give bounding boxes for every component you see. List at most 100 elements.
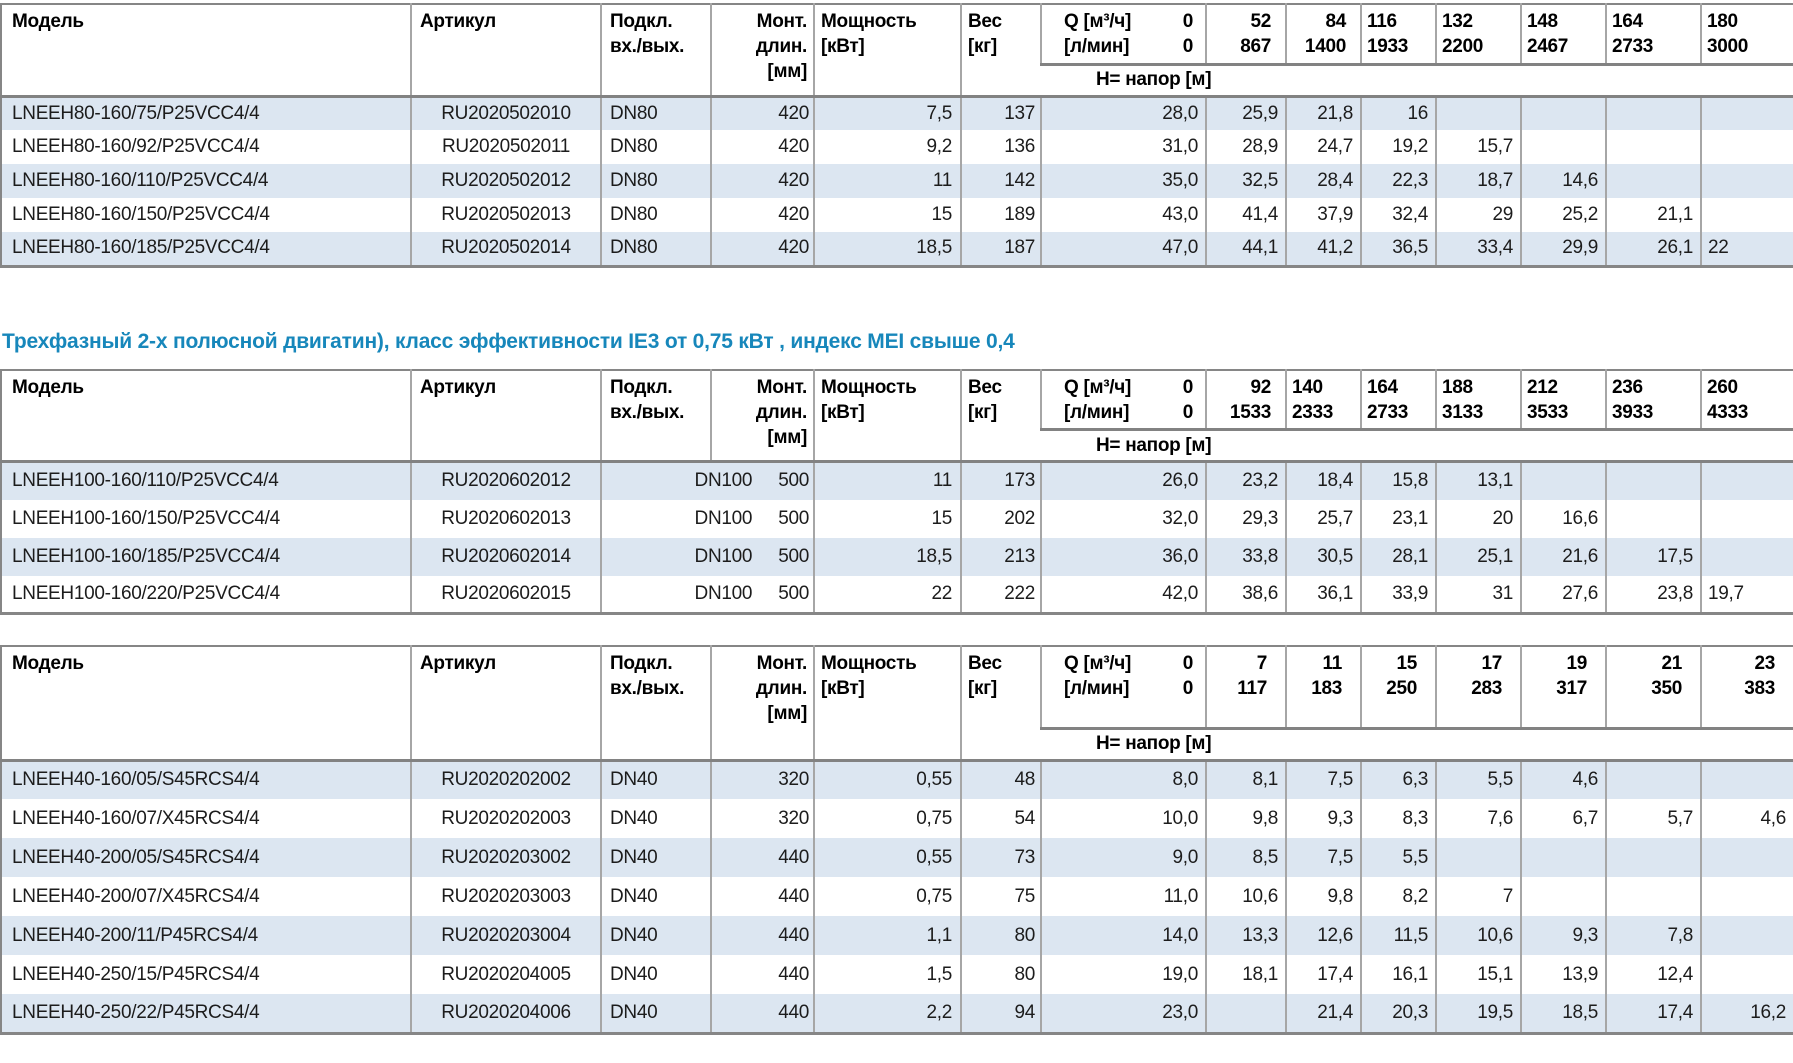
head-value-cell bbox=[1435, 838, 1521, 877]
head-value-cell: 16,6 bbox=[1520, 499, 1606, 538]
col-header-q-value: 188 3133 bbox=[1435, 369, 1521, 431]
podkl-cell: DN80 bbox=[600, 164, 711, 198]
head-value-cell bbox=[1605, 838, 1701, 877]
table-row: LNEEH40-250/22/P45RCS4/4 RU2020204006 DN40… bbox=[1, 994, 1793, 1033]
head-value-cell: 18,4 bbox=[1285, 461, 1361, 500]
col-header-weight: Вес [кг] bbox=[960, 4, 1041, 98]
col-header-model: Модель bbox=[1, 646, 411, 762]
table-row: LNEEH40-250/15/P45RCS4/4 RU2020204005 DN40… bbox=[1, 955, 1793, 994]
header-row: Модель Артикул Подкл. вх./вых. Монт. длин. [мм… bbox=[1, 646, 1793, 762]
catalog-page: Модель Артикул Подкл. вх./вых. Монт. длин. [мм… bbox=[0, 3, 1793, 1035]
head-value-cell: 7 bbox=[1435, 877, 1521, 916]
head-value-cell: 18,1 bbox=[1205, 955, 1286, 994]
head-value-cell: 5,5 bbox=[1435, 760, 1521, 799]
head-value-cell: 22,3 bbox=[1360, 164, 1436, 198]
weight-cell: 202 bbox=[960, 499, 1041, 538]
head-value-cell: 21,1 bbox=[1605, 198, 1701, 232]
head-value-cell: 19,5 bbox=[1435, 994, 1521, 1033]
model-cell: LNEEH100-160/110/P25VCC4/4 bbox=[12, 470, 279, 492]
head-value-cell: 44,1 bbox=[1205, 232, 1286, 266]
col-header-q-value: 132 2200 bbox=[1435, 4, 1521, 66]
model-cell: LNEEH80-160/185/P25VCC4/4 bbox=[12, 237, 270, 259]
weight-cell: 48 bbox=[960, 760, 1041, 799]
head-value-cell: 13,1 bbox=[1435, 461, 1521, 500]
podkl-cell: DN80 bbox=[600, 198, 711, 232]
head-value-cell: 32,5 bbox=[1205, 164, 1286, 198]
table-row: LNEEH80-160/150/P25VCC4/4 RU2020502013 DN8… bbox=[1, 198, 1793, 232]
head-value-cell: 13,9 bbox=[1520, 955, 1606, 994]
col-header-podkl: Подкл. вх./вых. bbox=[600, 646, 711, 762]
artikul-cell: RU2020502014 bbox=[410, 232, 601, 266]
head-value-cell bbox=[1605, 499, 1701, 538]
mont-cell: 320 bbox=[710, 799, 814, 838]
pump-table-lneeh100-container: Модель Артикул Подкл. вх./вых. Монт. длин. [мм… bbox=[0, 368, 1793, 615]
col-header-q-value: 21 350 bbox=[1605, 646, 1701, 730]
podkl-cell: DN40 bbox=[600, 760, 711, 799]
head-value-cell: 25,9 bbox=[1205, 96, 1286, 130]
col-header-flow: Q [м³/ч] 0 [л/мин] 0 bbox=[1040, 369, 1206, 431]
mont-cell: 440 bbox=[710, 955, 814, 994]
col-header-q-value: 148 2467 bbox=[1520, 4, 1606, 66]
head-value-cell: 33,4 bbox=[1435, 232, 1521, 266]
head-value-cell bbox=[1605, 96, 1701, 130]
model-cell: LNEEH40-160/05/S45RCS4/4 bbox=[12, 769, 260, 791]
head-value-cell bbox=[1520, 461, 1606, 500]
col-header-q-value: 15 250 bbox=[1360, 646, 1436, 730]
head-value-cell: 19,2 bbox=[1360, 130, 1436, 164]
col-header-q-value: 11 183 bbox=[1285, 646, 1361, 730]
head-value-cell: 8,1 bbox=[1205, 760, 1286, 799]
head-value-cell: 36,5 bbox=[1360, 232, 1436, 266]
head-value-cell: 8,3 bbox=[1360, 799, 1436, 838]
header-row: Модель Артикул Подкл. вх./вых. Монт. длин. [мм… bbox=[1, 4, 1793, 98]
head-value-cell: 23,8 bbox=[1605, 575, 1701, 614]
head-value-cell: 8,2 bbox=[1360, 877, 1436, 916]
artikul-cell: RU2020602012 bbox=[410, 461, 601, 500]
head-value-cell bbox=[1520, 877, 1606, 916]
pump-table-lneeh40-container: Модель Артикул Подкл. вх./вых. Монт. длин. [мм… bbox=[0, 645, 1793, 1035]
weight-cell: 54 bbox=[960, 799, 1041, 838]
head-value-cell: 5,5 bbox=[1360, 838, 1436, 877]
pump-table-lneeh80: Модель Артикул Подкл. вх./вых. Монт. длин. [мм… bbox=[0, 3, 1793, 268]
head-value-cell: 6,7 bbox=[1520, 799, 1606, 838]
head-value-cell: 38,6 bbox=[1205, 575, 1286, 614]
podkl-mont-cell: DN100 500 bbox=[600, 461, 814, 500]
col-header-flow: Q [м³/ч] 0 [л/мин] 0 bbox=[1040, 646, 1206, 730]
table-row: LNEEH80-160/92/P25VCC4/4 RU2020502011 DN80… bbox=[1, 130, 1793, 164]
head-value-cell: 17,4 bbox=[1285, 955, 1361, 994]
weight-cell: 187 bbox=[960, 232, 1041, 266]
podkl-cell: DN40 bbox=[600, 916, 711, 955]
head-value-cell: 41,2 bbox=[1285, 232, 1361, 266]
podkl-cell: DN40 bbox=[600, 799, 711, 838]
head-value-cell: 30,5 bbox=[1285, 537, 1361, 576]
head-value-cell: 28,1 bbox=[1360, 537, 1436, 576]
table-row: LNEEH40-160/07/X45RCS4/4 RU2020202003 DN40… bbox=[1, 799, 1793, 838]
podkl-cell: DN40 bbox=[600, 955, 711, 994]
table-row: LNEEH100-160/150/P25VCC4/4 RU2020602013 DN… bbox=[1, 499, 1793, 538]
col-header-q-value: 17 283 bbox=[1435, 646, 1521, 730]
col-header-q-value: 19 317 bbox=[1520, 646, 1606, 730]
col-header-q-value: 7 117 bbox=[1205, 646, 1286, 730]
head-value-cell: 32,0 bbox=[1040, 499, 1206, 538]
model-cell: LNEEH100-160/220/P25VCC4/4 bbox=[12, 582, 280, 604]
model-cell: LNEEH40-200/07/X45RCS4/4 bbox=[12, 885, 260, 907]
podkl-mont-cell: DN100 500 bbox=[600, 499, 814, 538]
podkl-cell: DN40 bbox=[600, 994, 711, 1033]
head-value-cell bbox=[1605, 130, 1701, 164]
head-value-cell: 8,5 bbox=[1205, 838, 1286, 877]
head-value-cell: 6,3 bbox=[1360, 760, 1436, 799]
power-cell: 9,2 bbox=[813, 130, 961, 164]
mont-cell: 440 bbox=[710, 916, 814, 955]
power-cell: 2,2 bbox=[813, 994, 961, 1033]
head-value-cell: 25,7 bbox=[1285, 499, 1361, 538]
col-header-q-value: 212 3533 bbox=[1520, 369, 1606, 431]
col-header-podkl: Подкл. вх./вых. bbox=[600, 4, 711, 98]
table-row: LNEEH100-160/185/P25VCC4/4 RU2020602014 DN… bbox=[1, 537, 1793, 576]
head-value-cell: 26,1 bbox=[1605, 232, 1701, 266]
weight-cell: 73 bbox=[960, 838, 1041, 877]
power-cell: 7,5 bbox=[813, 96, 961, 130]
head-value-cell bbox=[1700, 760, 1793, 799]
col-header-artikul: Артикул bbox=[410, 646, 601, 762]
col-header-q-value: 236 3933 bbox=[1605, 369, 1701, 431]
col-header-weight: Вес [кг] bbox=[960, 369, 1041, 463]
head-value-cell: 21,8 bbox=[1285, 96, 1361, 130]
